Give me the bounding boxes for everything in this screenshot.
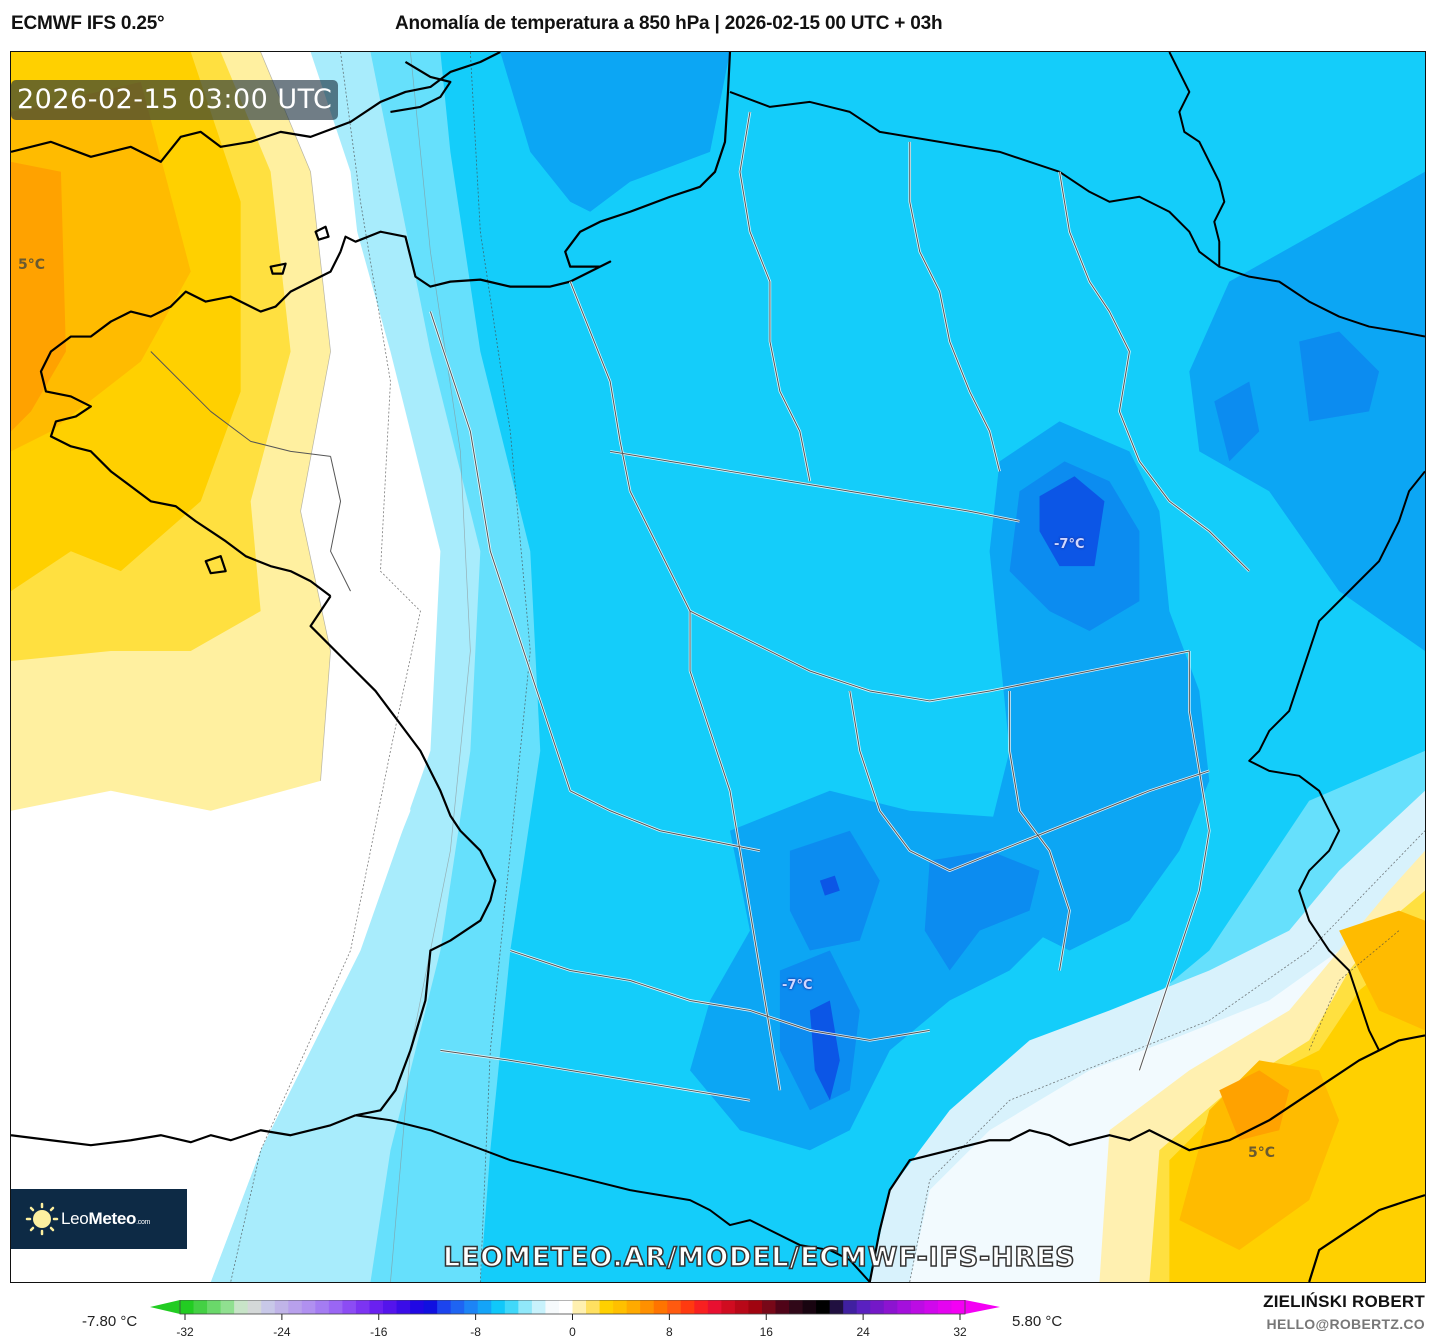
contour-label-cold-south: -7°C [782,978,813,993]
author-email[interactable]: HELLO@ROBERTZ.CO [1266,1316,1425,1332]
map-panel: 2026-02-15 03:00 UTC 5°C -7°C -7°C 5°C L… [10,51,1426,1283]
leometeo-logo[interactable]: LeoMeteo.com [11,1189,187,1249]
colorbar-tick-label: -8 [470,1325,481,1339]
colorbar-tick-label: 32 [953,1325,967,1339]
field-max-label: 5.80 °C [1012,1313,1063,1330]
source-watermark: LEOMETEO.AR/MODEL/ECMWF-IFS-HRES [442,1241,1076,1274]
logo-wordmark: LeoMeteo.com [61,1209,151,1228]
colorbar-tick-label: -32 [176,1325,194,1339]
model-label: ECMWF IFS 0.25° [11,13,165,34]
contour-label-warm-west: 5°C [18,257,46,273]
colorbar-tick-label: -24 [273,1325,291,1339]
contour-label-warm-southeast: 5°C [1248,1145,1276,1161]
colorbar-legend: -32 -24 -16 -8 0 8 16 24 32 [150,1300,1000,1339]
sun-icon [25,1202,59,1236]
colorbar-tick-label: -16 [370,1325,388,1339]
colorbar-tick-label: 16 [760,1325,774,1339]
author-name: ZIELIŃSKI ROBERT [1263,1292,1425,1311]
colorbar-tick-label: 0 [569,1325,576,1339]
temperature-anomaly-map [11,52,1425,1282]
chart-title: Anomalía de temperatura a 850 hPa | 2026… [395,13,943,34]
valid-time-badge: 2026-02-15 03:00 UTC [11,80,339,120]
colorbar-tick-label: 8 [666,1325,673,1339]
colorbar-tick-label: 24 [856,1325,870,1339]
field-min-label: -7.80 °C [82,1313,138,1330]
contour-label-cold-northeast: -7°C [1054,537,1085,552]
